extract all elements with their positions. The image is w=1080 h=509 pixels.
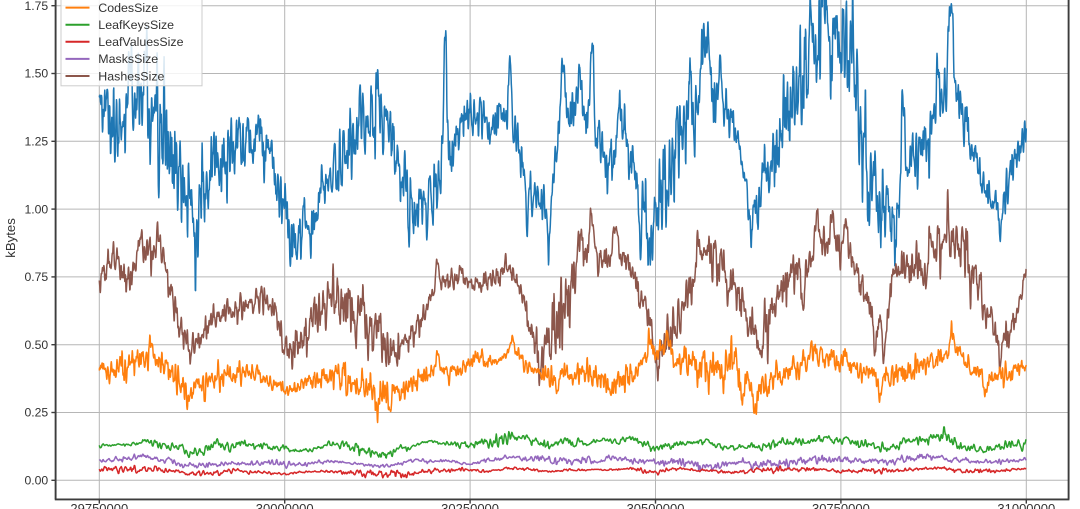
svg-text:kBytes: kBytes (3, 218, 18, 258)
svg-text:1.00: 1.00 (24, 202, 48, 216)
svg-text:29750000: 29750000 (70, 501, 128, 509)
svg-text:HashesSize: HashesSize (98, 69, 164, 83)
svg-text:31000000: 31000000 (997, 501, 1055, 509)
svg-text:0.50: 0.50 (24, 338, 48, 352)
svg-text:0.00: 0.00 (24, 474, 48, 488)
svg-text:CodesSize: CodesSize (98, 1, 158, 15)
svg-text:MasksSize: MasksSize (98, 52, 158, 66)
svg-text:1.50: 1.50 (24, 67, 48, 81)
svg-text:30000000: 30000000 (256, 501, 314, 509)
svg-text:30250000: 30250000 (441, 501, 499, 509)
svg-text:30500000: 30500000 (627, 501, 685, 509)
svg-text:1.25: 1.25 (24, 135, 48, 149)
svg-text:1.75: 1.75 (24, 0, 48, 13)
svg-text:LeafKeysSize: LeafKeysSize (98, 18, 174, 32)
svg-text:0.25: 0.25 (24, 406, 48, 420)
svg-text:0.75: 0.75 (24, 270, 48, 284)
svg-text:LeafValuesSize: LeafValuesSize (98, 35, 183, 49)
svg-text:30750000: 30750000 (812, 501, 870, 509)
